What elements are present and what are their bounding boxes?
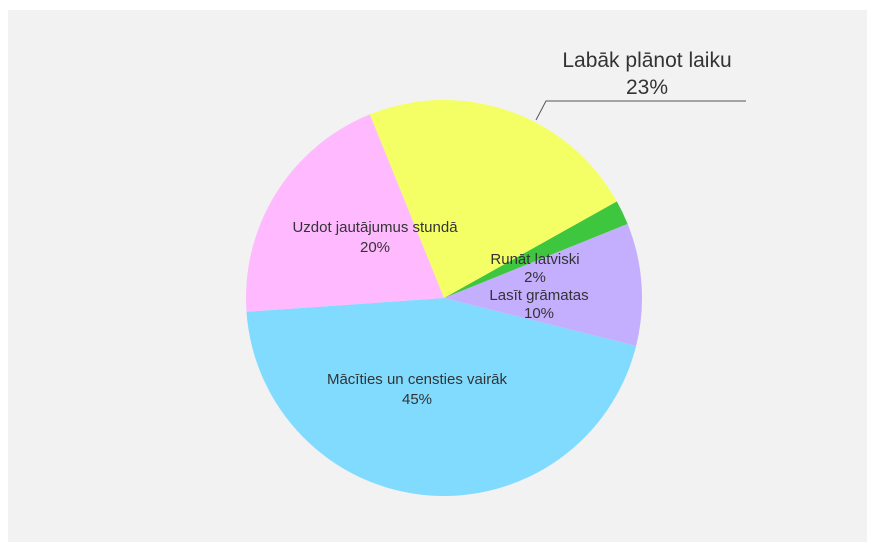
pie-slice-planot <box>369 100 617 298</box>
pie-slice-runat <box>444 201 628 298</box>
slice-label-planot: Labāk plānot laiku <box>562 49 731 72</box>
slice-label-macities: Mācīties un censties vairāk <box>327 371 508 388</box>
slice-label-lasit: Lasīt grāmatas <box>489 287 588 304</box>
slice-label-uzdot: Uzdot jautājumus stundā <box>292 219 458 236</box>
callout-leader-line <box>535 100 746 121</box>
slice-value-planot: 23% <box>626 76 668 99</box>
slice-value-macities: 45% <box>402 391 432 408</box>
pie-slice-macities <box>246 298 637 497</box>
slice-value-uzdot: 20% <box>360 239 390 256</box>
slice-label-runat: Runāt latviski <box>490 251 579 268</box>
pie-slice-uzdot <box>245 114 444 312</box>
pie-slices <box>245 100 642 497</box>
slice-value-runat: 2% <box>524 269 546 286</box>
slice-value-lasit: 10% <box>524 305 554 322</box>
slice-labels: Mācīties un censties vairāk 45% Lasīt gr… <box>292 49 731 408</box>
pie-slice-lasit <box>444 223 642 346</box>
